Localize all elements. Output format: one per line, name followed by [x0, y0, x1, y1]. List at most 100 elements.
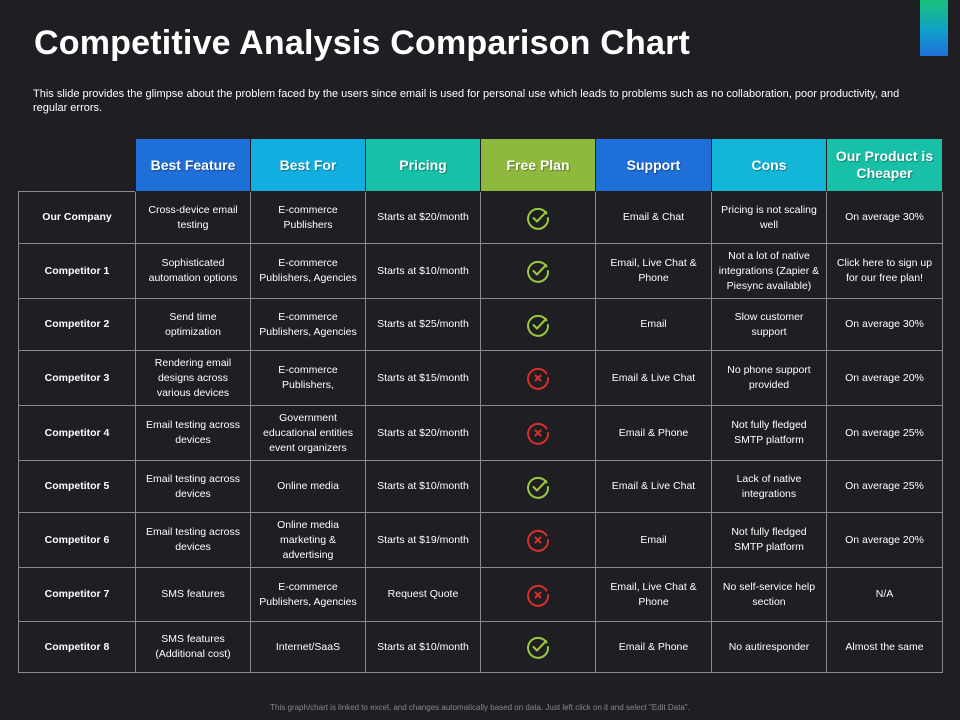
- check-icon: [527, 207, 550, 230]
- cell-best-feature: SMS features: [135, 567, 251, 622]
- table-row: Competitor 8 SMS features (Additional cos…: [18, 621, 943, 673]
- table-body: Our Company Cross-device email testing E-c…: [18, 191, 943, 673]
- cell-cheaper: On average 25%: [826, 405, 943, 461]
- row-label: Competitor 1: [18, 243, 136, 299]
- table-row: Competitor 4 Email testing across devices…: [18, 405, 943, 461]
- table-row: Competitor 3 Rendering email designs acro…: [18, 350, 943, 406]
- cell-free-plan: [480, 350, 596, 406]
- table-row: Competitor 5 Email testing across devices…: [18, 460, 943, 513]
- header-best-for: Best For: [250, 138, 366, 192]
- row-label: Our Company: [18, 191, 136, 244]
- accent-bar: [920, 0, 948, 56]
- table-header-row: Best Feature Best For Pricing Free Plan …: [19, 138, 943, 192]
- cell-best-for: E-commerce Publishers,: [250, 350, 366, 406]
- check-icon: [527, 260, 550, 283]
- row-label: Competitor 6: [18, 512, 136, 568]
- header-pricing: Pricing: [365, 138, 481, 192]
- cell-pricing: Starts at $20/month: [365, 405, 481, 461]
- cell-best-feature: Send time optimization: [135, 298, 251, 351]
- cell-cons: Not a lot of native integrations (Zapier…: [711, 243, 827, 299]
- table-row: Our Company Cross-device email testing E-c…: [18, 191, 943, 244]
- table-row: Competitor 6 Email testing across devices…: [18, 512, 943, 568]
- cell-pricing: Starts at $19/month: [365, 512, 481, 568]
- page-title: Competitive Analysis Comparison Chart: [34, 24, 691, 62]
- check-icon: [527, 314, 550, 337]
- row-label: Competitor 4: [18, 405, 136, 461]
- cell-cheaper: On average 25%: [826, 460, 943, 513]
- cell-best-for: Online media: [250, 460, 366, 513]
- cell-pricing: Starts at $20/month: [365, 191, 481, 244]
- footer-note: This graph/chart is linked to excel, and…: [270, 703, 690, 712]
- cell-free-plan: [480, 405, 596, 461]
- cell-cheaper: On average 20%: [826, 512, 943, 568]
- cell-free-plan: [480, 243, 596, 299]
- header-blank-cell: [19, 139, 136, 192]
- cell-cheaper: On average 30%: [826, 298, 943, 351]
- cell-cheaper: On average 30%: [826, 191, 943, 244]
- header-best-feature: Best Feature: [135, 138, 251, 192]
- cell-best-feature: Email testing across devices: [135, 460, 251, 513]
- row-label: Competitor 8: [18, 621, 136, 673]
- check-icon: [527, 636, 550, 659]
- cell-best-for: Government educational entities event or…: [250, 405, 366, 461]
- cell-best-feature: SMS features (Additional cost): [135, 621, 251, 673]
- row-label: Competitor 2: [18, 298, 136, 351]
- cell-cheaper: On average 20%: [826, 350, 943, 406]
- cell-pricing: Request Quote: [365, 567, 481, 622]
- cell-free-plan: [480, 621, 596, 673]
- table-row: Competitor 1 Sophisticated automation opt…: [18, 243, 943, 299]
- cell-pricing: Starts at $15/month: [365, 350, 481, 406]
- cross-icon: [527, 422, 550, 445]
- cell-support: Email & Live Chat: [595, 460, 712, 513]
- cell-cons: Not fully fledged SMTP platform: [711, 405, 827, 461]
- cell-cons: Pricing is not scaling well: [711, 191, 827, 244]
- cell-best-for: E-commerce Publishers, Agencies: [250, 567, 366, 622]
- row-label: Competitor 5: [18, 460, 136, 513]
- cell-cons: Slow customer support: [711, 298, 827, 351]
- row-label: Competitor 3: [18, 350, 136, 406]
- cell-pricing: Starts at $10/month: [365, 621, 481, 673]
- page-subtitle: This slide provides the glimpse about th…: [33, 88, 900, 114]
- cell-best-for: Internet/SaaS: [250, 621, 366, 673]
- cell-cons: Lack of native integrations: [711, 460, 827, 513]
- cell-free-plan: [480, 512, 596, 568]
- cell-free-plan: [480, 460, 596, 513]
- cell-best-for: Online media marketing & advertising: [250, 512, 366, 568]
- cell-best-feature: Cross-device email testing: [135, 191, 251, 244]
- cell-support: Email & Chat: [595, 191, 712, 244]
- cell-best-feature: Sophisticated automation options: [135, 243, 251, 299]
- cell-pricing: Starts at $25/month: [365, 298, 481, 351]
- cell-support: Email: [595, 298, 712, 351]
- cell-cons: No phone support provided: [711, 350, 827, 406]
- cell-pricing: Starts at $10/month: [365, 460, 481, 513]
- cell-cheaper: N/A: [826, 567, 943, 622]
- header-cons: Cons: [711, 138, 827, 192]
- cell-support: Email & Phone: [595, 405, 712, 461]
- comparison-table: Best Feature Best For Pricing Free Plan …: [18, 138, 943, 673]
- table-row: Competitor 7 SMS features E-commerce Publi…: [18, 567, 943, 622]
- cell-free-plan: [480, 298, 596, 351]
- table-row: Competitor 2 Send time optimization E-comm…: [18, 298, 943, 351]
- cell-best-feature: Rendering email designs across various d…: [135, 350, 251, 406]
- header-our-product-cheaper: Our Product is Cheaper: [826, 138, 943, 192]
- cell-cons: No self-service help section: [711, 567, 827, 622]
- cross-icon: [527, 584, 550, 607]
- cell-cons: No autiresponder: [711, 621, 827, 673]
- cross-icon: [527, 367, 550, 390]
- cell-best-feature: Email testing across devices: [135, 512, 251, 568]
- cell-free-plan: [480, 567, 596, 622]
- cell-support: Email: [595, 512, 712, 568]
- cell-free-plan: [480, 191, 596, 244]
- header-support: Support: [595, 138, 712, 192]
- cell-support: Email & Live Chat: [595, 350, 712, 406]
- cell-cons: Not fully fledged SMTP platform: [711, 512, 827, 568]
- row-label: Competitor 7: [18, 567, 136, 622]
- cell-support: Email, Live Chat & Phone: [595, 243, 712, 299]
- cross-icon: [527, 529, 550, 552]
- cell-cheaper: Click here to sign up for our free plan!: [826, 243, 943, 299]
- cell-best-feature: Email testing across devices: [135, 405, 251, 461]
- cell-support: Email, Live Chat & Phone: [595, 567, 712, 622]
- cell-support: Email & Phone: [595, 621, 712, 673]
- cell-best-for: E-commerce Publishers: [250, 191, 366, 244]
- cell-pricing: Starts at $10/month: [365, 243, 481, 299]
